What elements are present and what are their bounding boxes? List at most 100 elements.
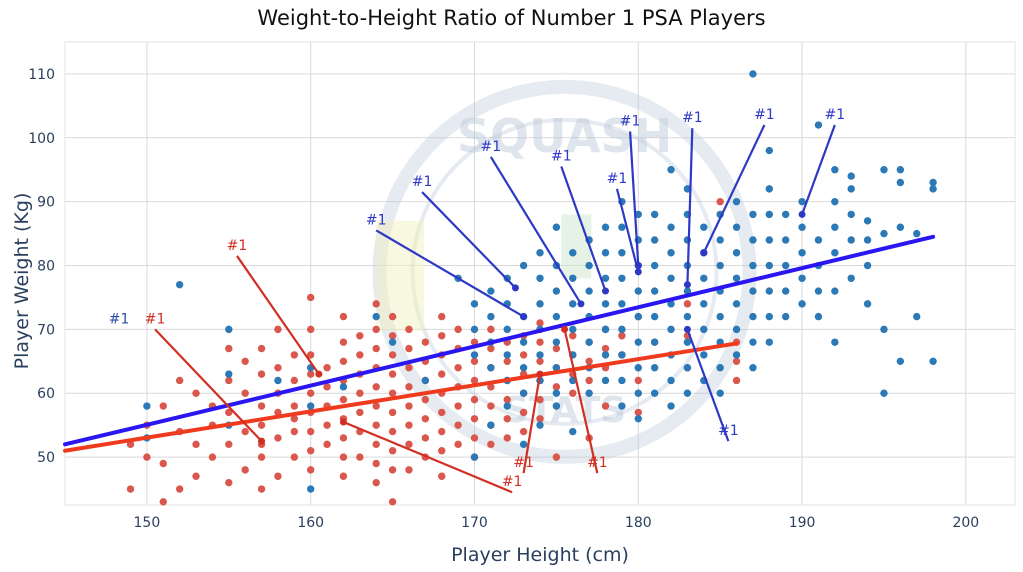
- data-point-men: [831, 338, 839, 346]
- data-point-women: [388, 332, 397, 340]
- data-point-women: [290, 351, 299, 359]
- annotation-leader-line: [801, 124, 836, 215]
- data-point-women: [503, 395, 511, 404]
- data-point-men: [863, 261, 872, 270]
- data-point-women: [257, 485, 266, 493]
- data-point-men: [667, 300, 675, 308]
- data-point-women: [257, 402, 266, 410]
- data-point-women: [356, 351, 364, 359]
- data-point-women: [388, 351, 397, 359]
- x-tick-label: 170: [461, 515, 488, 531]
- data-point-men: [421, 376, 430, 385]
- data-point-women: [405, 466, 413, 474]
- data-point-women: [241, 389, 249, 397]
- data-point-women: [274, 434, 282, 442]
- data-point-women: [405, 440, 413, 449]
- data-point-women: [732, 357, 741, 366]
- data-point-women: [421, 395, 430, 404]
- data-point-men: [880, 325, 888, 334]
- data-point-women: [405, 325, 413, 334]
- data-point-women: [306, 447, 315, 455]
- data-point-women: [683, 300, 692, 308]
- data-point-women: [388, 466, 397, 474]
- data-point-men: [929, 178, 937, 187]
- data-point-men: [470, 453, 479, 461]
- data-point-men: [618, 325, 626, 334]
- data-point-women: [306, 351, 315, 359]
- data-point-men: [847, 210, 855, 219]
- data-point-men: [863, 300, 872, 308]
- annotation-target-point: [520, 313, 528, 321]
- annotation-label: #1: [607, 171, 628, 187]
- annotation-label: #1: [825, 107, 846, 123]
- data-point-men: [781, 236, 790, 244]
- data-point-women: [372, 459, 380, 468]
- data-point-men: [667, 166, 675, 174]
- data-point-women: [339, 357, 348, 366]
- data-point-women: [290, 415, 299, 423]
- data-point-men: [700, 300, 708, 308]
- data-point-women: [601, 344, 610, 353]
- data-point-men: [536, 249, 544, 257]
- data-point-women: [290, 427, 299, 436]
- data-point-women: [536, 415, 544, 423]
- data-point-women: [388, 312, 397, 321]
- x-tick-label: 190: [789, 515, 816, 531]
- annotation-leader-line: [343, 420, 513, 494]
- y-tick-label: 60: [37, 386, 55, 402]
- data-point-men: [487, 287, 495, 295]
- data-point-men: [667, 402, 675, 410]
- data-point-women: [192, 440, 200, 449]
- data-point-women: [257, 453, 266, 461]
- data-point-men: [732, 223, 741, 231]
- data-point-men: [831, 249, 839, 257]
- data-point-men: [732, 197, 741, 206]
- data-point-men: [569, 274, 577, 282]
- data-point-men: [683, 236, 692, 244]
- data-point-men: [798, 300, 806, 308]
- data-point-women: [372, 421, 380, 429]
- data-point-women: [487, 325, 495, 334]
- data-point-women: [225, 478, 233, 487]
- annotation-leader-line: [236, 255, 320, 375]
- data-point-women: [388, 408, 397, 417]
- data-point-women: [306, 466, 315, 474]
- data-point-men: [601, 274, 610, 282]
- data-point-men: [569, 249, 577, 257]
- y-tick-label: 50: [37, 450, 55, 466]
- data-point-men: [552, 338, 561, 346]
- annotation-leader-line: [702, 124, 766, 254]
- data-point-men: [225, 370, 233, 378]
- data-point-women: [487, 383, 495, 391]
- data-point-men: [700, 274, 708, 282]
- data-point-men: [749, 312, 757, 321]
- data-point-women: [405, 383, 413, 391]
- annotation-label: #1: [513, 455, 534, 471]
- data-point-women: [306, 389, 315, 397]
- annotation-label: #1: [587, 455, 608, 471]
- annotation-target-point: [315, 370, 323, 378]
- data-point-women: [487, 344, 495, 353]
- data-point-men: [831, 197, 839, 206]
- data-point-men: [716, 312, 724, 321]
- data-point-men: [781, 287, 790, 295]
- data-point-women: [388, 370, 397, 378]
- x-tick-label: 180: [625, 515, 652, 531]
- data-point-men: [536, 300, 544, 308]
- data-point-men: [175, 280, 184, 289]
- data-point-men: [700, 351, 708, 359]
- data-point-men: [765, 261, 774, 270]
- data-point-men: [814, 287, 823, 295]
- data-point-women: [323, 421, 331, 429]
- data-point-women: [274, 472, 282, 480]
- data-point-women: [225, 408, 233, 417]
- data-point-women: [225, 376, 233, 385]
- data-point-women: [536, 357, 544, 366]
- data-point-men: [339, 383, 348, 391]
- data-point-women: [552, 453, 561, 461]
- data-point-men: [929, 185, 937, 193]
- data-point-men: [552, 287, 561, 295]
- data-point-women: [175, 376, 184, 385]
- data-point-women: [519, 351, 528, 359]
